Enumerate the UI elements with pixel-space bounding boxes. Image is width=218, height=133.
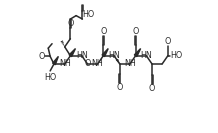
Text: HN: HN bbox=[76, 51, 88, 60]
Text: O: O bbox=[165, 37, 171, 46]
Polygon shape bbox=[69, 49, 75, 57]
Polygon shape bbox=[53, 56, 58, 65]
Text: O: O bbox=[100, 27, 106, 36]
Text: HO: HO bbox=[44, 73, 56, 82]
Text: O: O bbox=[149, 84, 155, 93]
Text: HO: HO bbox=[170, 51, 183, 60]
Text: HO: HO bbox=[82, 10, 95, 19]
Text: O: O bbox=[67, 18, 74, 28]
Text: NH: NH bbox=[124, 59, 136, 68]
Text: O: O bbox=[38, 52, 44, 61]
Text: HN: HN bbox=[140, 51, 152, 60]
Text: NH: NH bbox=[92, 59, 104, 68]
Text: HN: HN bbox=[108, 51, 120, 60]
Text: NH: NH bbox=[59, 59, 71, 68]
Text: O: O bbox=[117, 83, 123, 92]
Polygon shape bbox=[102, 49, 108, 57]
Text: O: O bbox=[132, 27, 139, 36]
Polygon shape bbox=[134, 49, 141, 57]
Text: O: O bbox=[84, 59, 91, 68]
